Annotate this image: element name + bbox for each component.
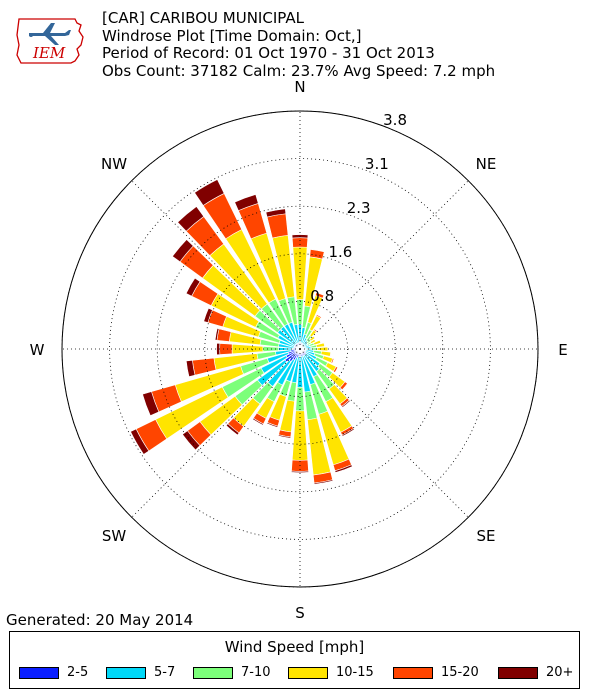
- petal-segment: [313, 338, 317, 342]
- petal-segment: [341, 399, 351, 408]
- station-title: [CAR] CARIBOU MUNICIPAL: [102, 9, 304, 27]
- petal-segment: [341, 383, 349, 391]
- petal-segment: [330, 358, 335, 364]
- legend-label: 5-7: [154, 665, 176, 680]
- legend-item: 7-10: [193, 665, 271, 681]
- radial-gridline: [251, 300, 348, 397]
- direction-label-s: S: [295, 604, 305, 622]
- radial-gridline: [204, 253, 396, 445]
- petal-segment: [177, 206, 205, 232]
- legend-swatch: [193, 667, 233, 679]
- legend-label: 20+: [546, 665, 574, 680]
- legend-label: 7-10: [241, 665, 271, 680]
- petal-segment: [292, 246, 308, 300]
- legend-label: 15-20: [441, 665, 479, 680]
- radial-tick-label: 2.3: [347, 199, 371, 217]
- direction-label-se: SE: [476, 527, 495, 545]
- petal-segment: [194, 179, 225, 206]
- petal-segment: [252, 417, 264, 426]
- legend-swatch: [498, 667, 538, 679]
- petal-segment: [277, 434, 292, 439]
- petal-segment: [319, 339, 322, 344]
- legend-swatch: [288, 667, 328, 679]
- radial-gridline: [156, 205, 444, 493]
- legend-item: 15-20: [393, 665, 479, 681]
- petal-segment: [214, 327, 220, 341]
- radial-tick-label: 0.8: [310, 287, 334, 305]
- petal-segment: [185, 359, 196, 378]
- petal-segment: [216, 342, 221, 356]
- radial-gridline: [109, 158, 491, 540]
- angular-gridline: [299, 180, 469, 350]
- direction-label-n: N: [294, 78, 305, 96]
- windrose-petals: [130, 179, 355, 485]
- direction-label-sw: SW: [102, 527, 127, 545]
- legend-item: 2-5: [19, 665, 88, 681]
- petal-segment: [265, 208, 287, 218]
- petal-segment: [192, 357, 217, 376]
- polar-grid: [61, 110, 539, 588]
- petal-segment: [266, 213, 289, 239]
- petal-segment: [341, 428, 355, 437]
- petal-segment: [329, 351, 332, 357]
- chart-header: [CAR] CARIBOU MUNICIPAL Windrose Plot [T…: [102, 9, 496, 80]
- petal-segment: [291, 410, 309, 461]
- petal-segment: [262, 346, 279, 352]
- legend-label: 2-5: [67, 665, 89, 680]
- petal-segment: [316, 346, 329, 352]
- direction-labels: N NE E SE S SW W NW: [30, 78, 568, 622]
- direction-label-nw: NW: [101, 155, 127, 173]
- direction-label-ne: NE: [476, 155, 497, 173]
- petal-segment: [130, 428, 150, 455]
- legend-swatch: [393, 667, 433, 679]
- plot-type: Windrose Plot [Time Domain: Oct,]: [102, 26, 362, 45]
- petal-segment: [182, 430, 201, 451]
- legend-title: Wind Speed [mph]: [224, 638, 365, 656]
- petal-segment: [219, 343, 233, 355]
- radial-tick-label: 3.1: [365, 155, 389, 173]
- legend-label: 10-15: [336, 665, 374, 680]
- petal-segment: [323, 342, 326, 347]
- iem-logo: IEM: [15, 15, 95, 71]
- petal-segment: [291, 470, 309, 473]
- legend-item: 10-15: [288, 665, 374, 681]
- petal-segment: [314, 292, 325, 299]
- legend-item: 20+: [498, 665, 573, 681]
- petal-segment: [291, 237, 309, 248]
- petal-segment: [312, 335, 316, 339]
- petal-segment: [216, 328, 232, 342]
- petal-segment: [313, 328, 318, 333]
- obs-stats: Obs Count: 37182 Calm: 23.7% Avg Speed: …: [102, 61, 496, 80]
- direction-label-w: W: [30, 341, 45, 359]
- petal-segment: [334, 464, 353, 473]
- period-of-record: Period of Record: 01 Oct 1970 - 31 Oct 2…: [102, 44, 435, 62]
- legend: Wind Speed [mph] 2-5 5-7 7-10 10-15 15-20 20+: [9, 631, 580, 689]
- polar-frame: [61, 110, 539, 588]
- petal-segment: [332, 366, 339, 373]
- iem-airplane-logo-icon: IEM: [16, 18, 84, 64]
- radial-tick-label: 3.8: [383, 111, 407, 129]
- petal-segment: [203, 307, 213, 323]
- legend-swatch: [106, 667, 146, 679]
- petal-segment: [295, 386, 305, 412]
- petal-segment: [313, 479, 334, 485]
- petal-segment: [142, 391, 160, 417]
- radial-tick-labels: 0.8 1.6 2.3 3.1 3.8: [310, 111, 407, 305]
- generated-date: Generated: 20 May 2014: [6, 611, 194, 629]
- petal-segment: [225, 423, 240, 436]
- petal-segment: [172, 239, 194, 263]
- petal-segment: [234, 194, 259, 212]
- petal-segment: [266, 422, 279, 428]
- petal-segment: [185, 277, 201, 297]
- logo-text: IEM: [32, 44, 66, 62]
- petal-segment: [309, 249, 325, 260]
- petal-segment: [315, 314, 322, 319]
- radial-tick-label: 1.6: [329, 243, 353, 261]
- direction-label-e: E: [558, 341, 567, 359]
- legend-item: 5-7: [106, 665, 175, 681]
- legend-swatch: [19, 667, 59, 679]
